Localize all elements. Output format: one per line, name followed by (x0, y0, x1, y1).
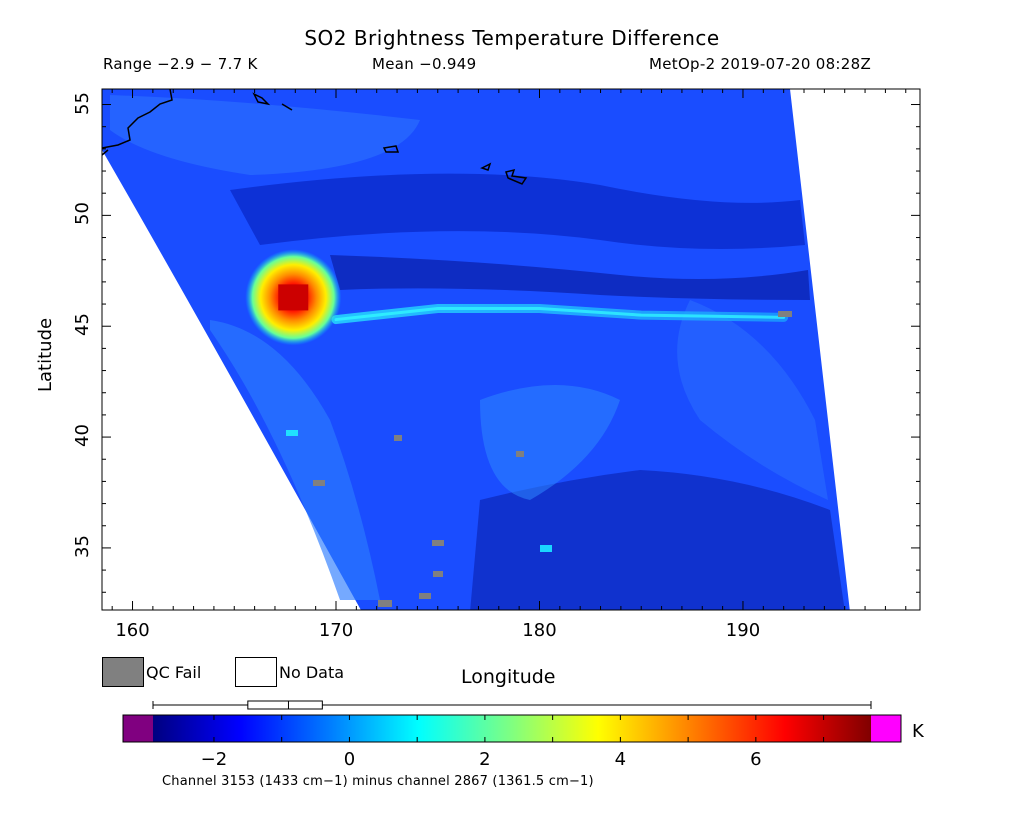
mean-text: Mean −0.949 (372, 55, 477, 73)
qc-fail-pixel (378, 600, 392, 607)
light-region-east (677, 300, 828, 500)
light-region-north (110, 95, 420, 175)
qc-fail-pixels (313, 311, 792, 607)
chart-title: SO2 Brightness Temperature Difference (304, 26, 720, 50)
bright-pixel (286, 430, 298, 436)
qc-fail-pixel (394, 435, 402, 441)
bright-pixel (540, 545, 552, 552)
dark-band-south (470, 470, 845, 610)
qc-fail-pixel (432, 540, 444, 546)
y-tick-label: 45 (72, 313, 93, 337)
qc-fail-pixel (433, 571, 443, 577)
colorbar-frame (122, 714, 902, 743)
colorbar-tick-label: −2 (200, 749, 228, 770)
plot-frame (101, 88, 921, 611)
source-text: MetOp-2 2019-07-20 08:28Z (649, 55, 872, 73)
x-tick-label: 180 (522, 620, 557, 641)
qc-fail-label: QC Fail (146, 663, 202, 682)
dark-band-central (330, 255, 810, 300)
coastline-segment (480, 162, 492, 171)
y-axis-label: Latitude (35, 317, 56, 392)
light-region-west (210, 320, 380, 600)
y-tick-label: 40 (72, 424, 93, 448)
colorbar-tick-label: 4 (614, 749, 627, 770)
no-data-swatch (235, 657, 277, 687)
y-tick-marks (102, 104, 920, 593)
coastline-segment (281, 103, 293, 111)
swath-group (102, 89, 850, 610)
y-tick-label: 50 (72, 202, 93, 226)
x-tick-marks (111, 89, 907, 610)
plume-core (278, 284, 309, 311)
plume-trail-core (334, 306, 786, 322)
coastline-segment (505, 168, 528, 185)
no-data-label: No Data (279, 663, 345, 682)
colorbar-tick-label: 2 (479, 749, 491, 770)
qc-fail-pixel (516, 451, 524, 457)
y-tick-label: 35 (72, 535, 93, 558)
x-axis-label: Longitude (461, 666, 556, 688)
colorbar-over-swatch (871, 715, 901, 742)
x-tick-label: 160 (115, 620, 150, 641)
colorbar-tick-label: 0 (343, 749, 356, 770)
qc-fail-pixel (313, 480, 325, 486)
colorbar-tick-marks (213, 715, 825, 742)
coastline-segment (102, 149, 109, 156)
colorbar-gradient (153, 715, 871, 742)
qc-fail-pixel (778, 311, 792, 317)
colorbar-under-swatch (123, 715, 153, 742)
coastline-segment (382, 145, 400, 153)
colorbar-tick-label: 6 (750, 749, 762, 770)
qc-fail-swatch (102, 657, 144, 687)
dark-band-north (230, 173, 805, 249)
colorbar-caption: Channel 3153 (1433 cm−1) minus channel 2… (162, 774, 594, 789)
colorbar (122, 700, 902, 743)
colorbar-unit: K (912, 721, 924, 742)
coastline (102, 89, 528, 185)
qc-fail-pixel (419, 593, 431, 599)
x-tick-label: 190 (725, 620, 761, 641)
range-text: Range −2.9 − 7.7 K (103, 55, 258, 73)
boxplot-box (247, 700, 323, 710)
coastline-segment (102, 89, 173, 149)
boxplot (152, 700, 872, 710)
coastline-segment (252, 92, 271, 106)
light-patch-center (480, 385, 620, 500)
x-tick-label: 170 (318, 620, 354, 641)
y-tick-label: 55 (72, 91, 93, 115)
